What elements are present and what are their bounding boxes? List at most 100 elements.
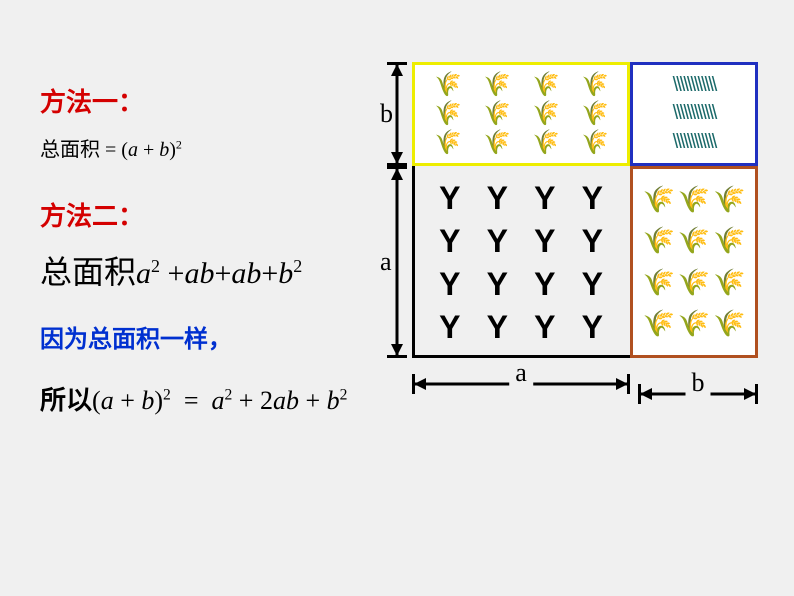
sprout-icon: Y: [582, 225, 603, 257]
because-line: 因为总面积一样，: [40, 319, 360, 354]
arrow-right-icon: [616, 378, 628, 390]
plant-row: \\\\\\\\\\\\: [639, 102, 749, 125]
sprout-icon: Y: [534, 268, 555, 300]
eq3-r4: ab: [273, 386, 299, 415]
eq3-r0: a: [212, 386, 225, 415]
wheat-icon: 🌾: [642, 311, 674, 337]
grass-icon: 🌾: [581, 73, 608, 97]
grass-icon: 🌾: [532, 73, 559, 97]
sprout-icon: Y: [582, 268, 603, 300]
sprout-icon: Y: [439, 182, 460, 214]
sprout-icon: Y: [439, 268, 460, 300]
eq3-b: b: [141, 386, 154, 415]
wheat-icon: 🌾: [678, 311, 710, 337]
wheat-icon: 🌾: [642, 187, 674, 213]
sprout-icon: Y: [487, 225, 508, 257]
dim-label-b: b: [686, 368, 711, 398]
eq1-plus: +: [143, 139, 154, 161]
reed-icon: \\\\\\\\\\\\: [673, 102, 716, 125]
dim-label-a: a: [378, 247, 394, 277]
wheat-icon: 🌾: [713, 228, 745, 254]
grass-icon: 🌾: [434, 73, 461, 97]
eq2-t1: 2: [151, 256, 160, 276]
plant-row: \\\\\\\\\\\\: [639, 131, 749, 154]
eq2-t3: ab: [184, 257, 214, 290]
eq3-eq: =: [184, 386, 199, 415]
grass-icon: 🌾: [434, 131, 461, 155]
arrow-down-icon: [391, 344, 403, 356]
eq3-r3: 2: [260, 386, 273, 415]
plant-row: 🌾🌾🌾: [641, 228, 747, 254]
wheat-icon: 🌾: [713, 187, 745, 213]
quadrant-ab-right: 🌾🌾🌾 🌾🌾🌾 🌾🌾🌾 🌾🌾🌾: [630, 166, 758, 358]
plant-row: YYYY: [426, 225, 616, 257]
wheat-icon: 🌾: [678, 270, 710, 296]
plant-row: YYYY: [426, 182, 616, 214]
sprout-icon: Y: [439, 311, 460, 343]
sprout-icon: Y: [534, 311, 555, 343]
reed-icon: \\\\\\\\\\\\: [673, 131, 716, 154]
plant-row: \\\\\\\\\\\\: [639, 74, 749, 97]
text-column: 方法一： 总面积 = (a + b)2 方法二： 总面积=a2 +ab+ab+b…: [40, 82, 360, 417]
grass-icon: 🌾: [483, 131, 510, 155]
wheat-icon: 🌾: [642, 270, 674, 296]
dim-label-a: a: [509, 358, 533, 388]
arrow-left-icon: [640, 388, 652, 400]
area-diagram: 🌾🌾🌾🌾 🌾🌾🌾🌾 🌾🌾🌾🌾 \\\\\\\\\\\\ \\\\\\\\\\\\…: [376, 54, 768, 464]
grass-icon: 🌾: [483, 102, 510, 126]
eq1-close: ): [169, 139, 176, 161]
quadrant-b2: \\\\\\\\\\\\ \\\\\\\\\\\\ \\\\\\\\\\\\: [630, 62, 758, 166]
plant-row: 🌾 🌾 🌾 🌾: [423, 102, 619, 126]
dim-b-vertical: b: [382, 62, 412, 166]
method1-heading: 方法一：: [40, 82, 360, 119]
sprout-icon: Y: [582, 311, 603, 343]
eq3-close: ): [154, 386, 163, 415]
eq3-r2: +: [239, 386, 254, 415]
sprout-icon: Y: [582, 182, 603, 214]
dim-b-horizontal: b: [638, 374, 758, 414]
grass-icon: 🌾: [483, 73, 510, 97]
arrow-up-icon: [391, 168, 403, 180]
wheat-icon: 🌾: [642, 228, 674, 254]
eq3-so: 所以: [40, 386, 92, 415]
plant-row: 🌾🌾🌾: [641, 311, 747, 337]
arrow-up-icon: [391, 64, 403, 76]
eq2-t4: +: [214, 257, 231, 290]
plant-row: 🌾🌾🌾: [641, 187, 747, 213]
arrow-left-icon: [414, 378, 426, 390]
dim-line: [396, 62, 399, 166]
plant-row: YYYY: [426, 311, 616, 343]
grass-icon: 🌾: [434, 102, 461, 126]
plant-row: 🌾 🌾 🌾 🌾: [423, 73, 619, 97]
reed-icon: \\\\\\\\\\\\: [673, 74, 716, 97]
sprout-icon: Y: [487, 268, 508, 300]
plant-row: YYYY: [426, 268, 616, 300]
quadrant-ab-top: 🌾 🌾 🌾 🌾 🌾 🌾 🌾 🌾 🌾 🌾 🌾 🌾: [412, 62, 630, 166]
plant-row: 🌾🌾🌾🌾: [423, 131, 619, 155]
eq2-t8: 2: [293, 256, 302, 276]
sprout-icon: Y: [487, 311, 508, 343]
arrow-right-icon: [744, 388, 756, 400]
eq1-exp: 2: [176, 137, 182, 151]
eq1-lhs: 总面积: [40, 139, 100, 161]
grass-icon: 🌾: [532, 102, 559, 126]
grass-icon: 🌾: [532, 131, 559, 155]
eq3-r1: 2: [225, 386, 233, 403]
equation-2: 总面积=a2 +ab+ab+b2: [40, 247, 360, 293]
dim-label-b: b: [378, 99, 395, 129]
quadrant-a2: YYYY YYYY YYYY YYYY: [412, 166, 630, 358]
eq2-t2: +: [168, 257, 185, 290]
eq3-r6: b: [327, 386, 340, 415]
eq3-a: a: [101, 386, 114, 415]
eq3-plus1: +: [120, 386, 135, 415]
dim-line: [396, 166, 399, 358]
wheat-icon: 🌾: [678, 228, 710, 254]
eq1-equals: =: [105, 139, 116, 161]
eq1-b: b: [159, 139, 169, 161]
dim-a-vertical: a: [382, 166, 412, 358]
wheat-icon: 🌾: [713, 270, 745, 296]
grass-icon: 🌾: [581, 102, 608, 126]
eq3-r7: 2: [340, 386, 348, 403]
sprout-icon: Y: [534, 182, 555, 214]
sprout-icon: Y: [534, 225, 555, 257]
